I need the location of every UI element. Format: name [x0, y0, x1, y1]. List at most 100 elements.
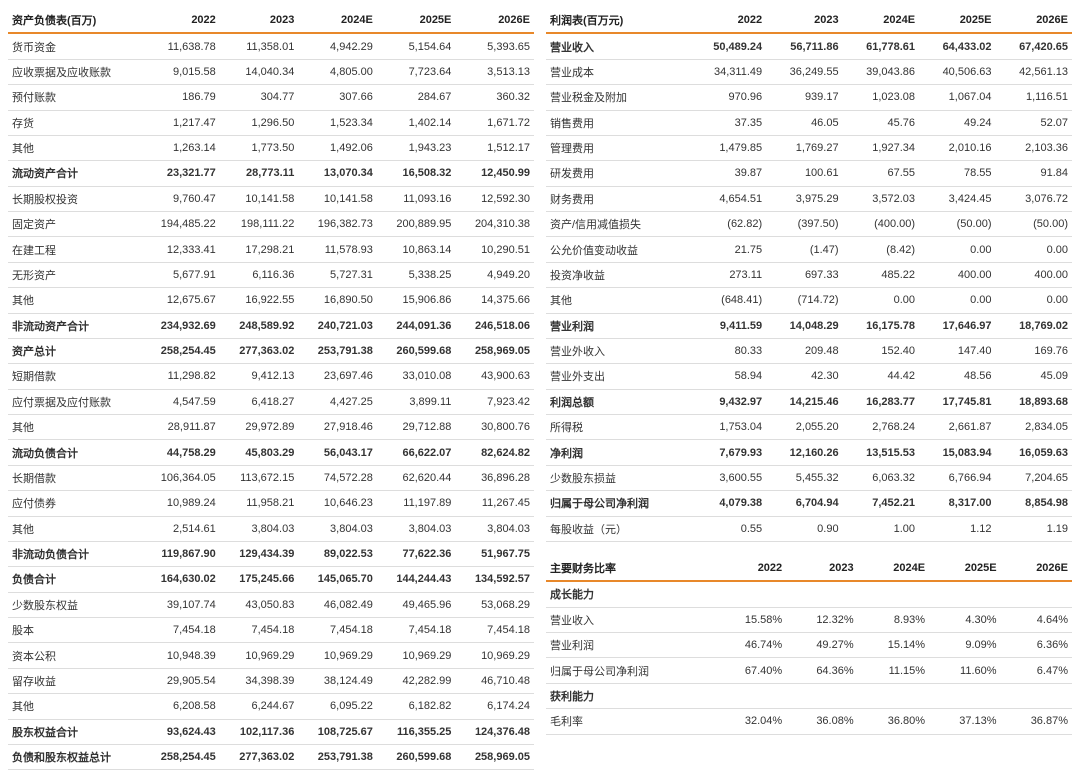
cell-value: 2,768.24: [843, 415, 919, 440]
cell-value: 44,758.29: [141, 440, 220, 465]
cell-value: 7,454.18: [455, 618, 534, 643]
row-label: 非流动资产合计: [8, 313, 141, 338]
row-label: 营业收入: [546, 607, 715, 632]
cell-value: 46,710.48: [455, 668, 534, 693]
cell-value: 5,338.25: [377, 262, 456, 287]
row-label: 货币资金: [8, 33, 141, 59]
cell-value: 10,141.58: [298, 186, 377, 211]
cell-value: [1001, 683, 1072, 708]
cell-value: 10,969.29: [377, 643, 456, 668]
row-label: 成长能力: [546, 581, 715, 607]
cell-value: 77,622.36: [377, 541, 456, 566]
cell-value: 18,893.68: [996, 389, 1073, 414]
cell-value: 7,204.65: [996, 465, 1073, 490]
cell-value: 46.05: [766, 110, 842, 135]
cell-value: 43,900.63: [455, 364, 534, 389]
cell-value: 12,450.99: [455, 161, 534, 186]
table-row: 非流动负债合计119,867.90129,434.3989,022.5377,6…: [8, 541, 534, 566]
cell-value: 42.30: [766, 364, 842, 389]
cell-value: 89,022.53: [298, 541, 377, 566]
cell-value: 39.87: [690, 161, 766, 186]
cell-value: 21.75: [690, 237, 766, 262]
cell-value: (714.72): [766, 288, 842, 313]
cell-value: 29,972.89: [220, 415, 299, 440]
table-row: 成长能力: [546, 581, 1072, 607]
cell-value: 15,906.86: [377, 288, 456, 313]
table-title: 主要财务比率: [546, 556, 715, 581]
row-label: 其他: [8, 135, 141, 160]
cell-value: 169.76: [996, 338, 1073, 363]
cell-value: 52.07: [996, 110, 1073, 135]
cell-value: 248,589.92: [220, 313, 299, 338]
year-header: 2022: [715, 556, 786, 581]
cell-value: 36,249.55: [766, 59, 842, 84]
table-row: 少数股东损益3,600.555,455.326,063.326,766.947,…: [546, 465, 1072, 490]
row-label: 利润总额: [546, 389, 690, 414]
cell-value: 175,245.66: [220, 567, 299, 592]
cell-value: 12.32%: [786, 607, 857, 632]
year-header: 2024E: [858, 556, 929, 581]
table-row: 财务费用4,654.513,975.293,572.033,424.453,07…: [546, 186, 1072, 211]
row-label: 营业收入: [546, 33, 690, 59]
cell-value: 78.55: [919, 161, 995, 186]
cell-value: 1,023.08: [843, 85, 919, 110]
cell-value: 6,116.36: [220, 262, 299, 287]
row-label: 营业税金及附加: [546, 85, 690, 110]
cell-value: 134,592.57: [455, 567, 534, 592]
cell-value: 939.17: [766, 85, 842, 110]
table-row: 毛利率32.04%36.08%36.80%37.13%36.87%: [546, 709, 1072, 734]
table-row: 其他12,675.6716,922.5516,890.5015,906.8614…: [8, 288, 534, 313]
cell-value: 196,382.73: [298, 212, 377, 237]
cell-value: [929, 683, 1000, 708]
row-label: 营业利润: [546, 633, 715, 658]
cell-value: [1001, 581, 1072, 607]
row-label: 股东权益合计: [8, 719, 141, 744]
cell-value: 45.09: [996, 364, 1073, 389]
cell-value: 1,479.85: [690, 135, 766, 160]
cell-value: (648.41): [690, 288, 766, 313]
table-row: 研发费用39.87100.6167.5578.5591.84: [546, 161, 1072, 186]
table-row: 获利能力: [546, 683, 1072, 708]
cell-value: 7,454.18: [141, 618, 220, 643]
cell-value: 108,725.67: [298, 719, 377, 744]
cell-value: 6,182.82: [377, 694, 456, 719]
cell-value: 49,465.96: [377, 592, 456, 617]
row-label: 营业外收入: [546, 338, 690, 363]
cell-value: 36.87%: [1001, 709, 1072, 734]
cell-value: 400.00: [919, 262, 995, 287]
cell-value: 36,896.28: [455, 465, 534, 490]
cell-value: (400.00): [843, 212, 919, 237]
row-label: 负债合计: [8, 567, 141, 592]
cell-value: 113,672.15: [220, 465, 299, 490]
cell-value: 46,082.49: [298, 592, 377, 617]
cell-value: 16,890.50: [298, 288, 377, 313]
table-row: 在建工程12,333.4117,298.2111,578.9310,863.14…: [8, 237, 534, 262]
table-row: 投资净收益273.11697.33485.22400.00400.00: [546, 262, 1072, 287]
cell-value: 11,298.82: [141, 364, 220, 389]
cell-value: 17,298.21: [220, 237, 299, 262]
cell-value: 49.24: [919, 110, 995, 135]
row-label: 每股收益（元）: [546, 516, 690, 541]
cell-value: 29,905.54: [141, 668, 220, 693]
table-row: 净利润7,679.9312,160.2613,515.5315,083.9416…: [546, 440, 1072, 465]
cell-value: 42,282.99: [377, 668, 456, 693]
cell-value: 8.93%: [858, 607, 929, 632]
cell-value: 10,141.58: [220, 186, 299, 211]
cell-value: 147.40: [919, 338, 995, 363]
table-row: 存货1,217.471,296.501,523.341,402.141,671.…: [8, 110, 534, 135]
cell-value: 244,091.36: [377, 313, 456, 338]
table-row: 流动负债合计44,758.2945,803.2956,043.1766,622.…: [8, 440, 534, 465]
year-header: 2022: [141, 8, 220, 33]
cell-value: (397.50): [766, 212, 842, 237]
row-label: 无形资产: [8, 262, 141, 287]
cell-value: 3,600.55: [690, 465, 766, 490]
cell-value: 194,485.22: [141, 212, 220, 237]
cell-value: 1,217.47: [141, 110, 220, 135]
cell-value: (50.00): [996, 212, 1073, 237]
cell-value: [715, 683, 786, 708]
table-title: 利润表(百万元): [546, 8, 690, 33]
cell-value: 67.40%: [715, 658, 786, 683]
table-row: 资产/信用减值损失(62.82)(397.50)(400.00)(50.00)(…: [546, 212, 1072, 237]
cell-value: 152.40: [843, 338, 919, 363]
cell-value: 3,424.45: [919, 186, 995, 211]
